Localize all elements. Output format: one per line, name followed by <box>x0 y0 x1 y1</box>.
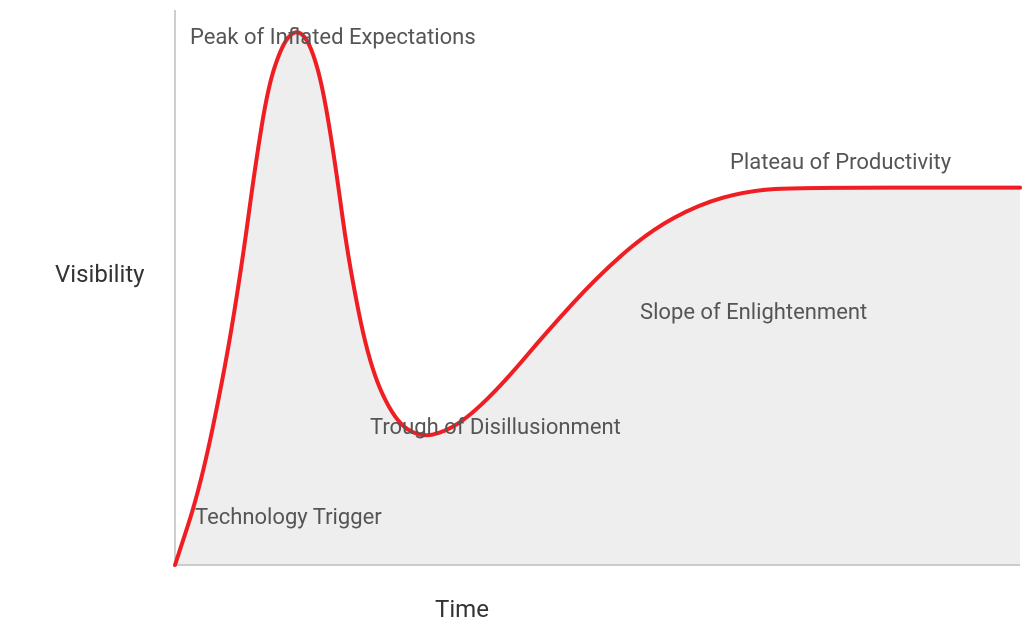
label-peak: Peak of Inflated Expectations <box>190 25 476 50</box>
curve-area <box>175 32 1020 565</box>
label-slope: Slope of Enlightenment <box>640 300 867 325</box>
y-axis-label: Visibility <box>55 260 145 288</box>
label-trough: Trough of Disillusionment <box>370 415 621 440</box>
label-trigger: Technology Trigger <box>195 505 382 530</box>
label-plateau: Plateau of Productivity <box>730 150 951 175</box>
chart-canvas <box>0 0 1024 633</box>
x-axis-label: Time <box>435 595 489 623</box>
hype-cycle-chart: Visibility Time Peak of Inflated Expecta… <box>0 0 1024 633</box>
